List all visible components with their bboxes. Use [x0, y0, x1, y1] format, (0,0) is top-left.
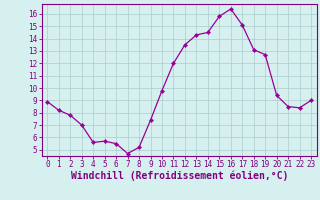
X-axis label: Windchill (Refroidissement éolien,°C): Windchill (Refroidissement éolien,°C): [70, 171, 288, 181]
